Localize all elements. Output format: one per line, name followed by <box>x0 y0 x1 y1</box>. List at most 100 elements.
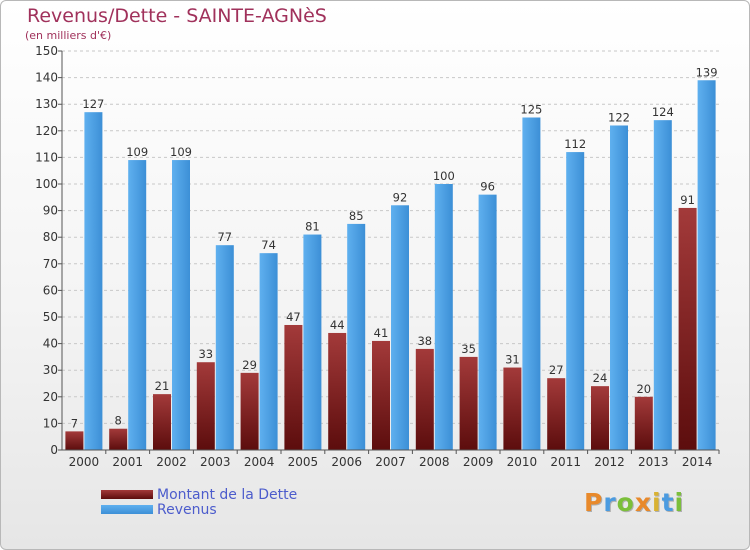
chart-subtitle: (en milliers d'€) <box>25 29 112 42</box>
bar-revenus <box>347 223 366 450</box>
bar-dette <box>240 372 259 450</box>
data-labels: 7 127 8 109 21 109 33 77 29 74 47 81 44 85 41 92 38 100 35… <box>71 65 718 430</box>
bar-revenus <box>303 234 322 450</box>
data-label-dette: 91 <box>680 193 695 207</box>
x-tick-label: 2002 <box>156 455 187 469</box>
logo-letter: P <box>584 488 604 517</box>
bar-dette <box>328 332 347 450</box>
y-tick-label: 150 <box>35 44 58 58</box>
bar-dette <box>372 340 390 450</box>
x-tick-label: 2003 <box>200 455 231 469</box>
x-tick-label: 2013 <box>638 455 669 469</box>
y-tick-label: 70 <box>43 257 58 271</box>
data-label-dette: 41 <box>374 326 389 340</box>
x-tick-label: 2000 <box>69 455 100 469</box>
data-label-revenus: 74 <box>261 238 276 252</box>
bar-revenus <box>434 184 453 450</box>
bar-dette <box>109 428 128 450</box>
data-label-dette: 20 <box>636 382 651 396</box>
data-label-dette: 8 <box>115 414 122 428</box>
logo-letter: r <box>603 488 617 517</box>
data-label-revenus: 127 <box>82 97 104 111</box>
bar-dette <box>547 378 566 450</box>
bar-revenus <box>522 117 541 450</box>
bar-revenus <box>697 80 716 450</box>
bar-revenus <box>84 112 103 451</box>
legend-swatch-dette <box>101 490 153 499</box>
data-label-revenus: 125 <box>520 103 542 117</box>
x-tick-label: 2006 <box>331 455 362 469</box>
bar-revenus <box>259 253 278 450</box>
legend-swatch-revenus <box>101 505 153 514</box>
legend: Montant de la Dette Revenus <box>101 486 298 518</box>
x-tick-label: 2011 <box>550 455 581 469</box>
y-tick-label: 50 <box>43 310 58 324</box>
x-tick-label: 2004 <box>244 455 275 469</box>
x-tick-label: 2007 <box>375 455 406 469</box>
data-label-revenus: 85 <box>349 209 364 223</box>
bar-dette <box>284 324 303 450</box>
bar-revenus <box>478 194 497 450</box>
data-label-dette: 21 <box>155 379 170 393</box>
y-tick-label: 60 <box>43 283 58 297</box>
x-tick-label: 2005 <box>288 455 319 469</box>
y-tick-label: 130 <box>35 97 58 111</box>
bar-dette <box>591 386 609 450</box>
bars <box>65 80 716 451</box>
bar-dette <box>634 396 653 450</box>
legend-label-dette: Montant de la Dette <box>157 486 298 503</box>
legend-item-revenus: Revenus <box>101 501 297 518</box>
bar-revenus <box>653 120 672 450</box>
axes: 0 10 20 30 40 50 60 70 80 90 100 110 120 130 140 150 200… <box>35 44 720 469</box>
y-tick-label: 30 <box>43 363 58 377</box>
data-label-revenus: 92 <box>393 190 408 204</box>
logo-letter: i <box>652 488 662 517</box>
x-tick-label: 2008 <box>419 455 450 469</box>
bar-revenus <box>391 205 409 450</box>
bar-dette <box>65 431 84 450</box>
x-tick-label: 2012 <box>594 455 625 469</box>
data-label-dette: 7 <box>71 416 78 430</box>
y-tick-label: 140 <box>35 71 58 85</box>
proxiti-logo: Proxiti <box>584 488 684 517</box>
data-label-revenus: 112 <box>564 137 586 151</box>
logo-letter: x <box>634 488 652 517</box>
data-label-dette: 27 <box>549 363 564 377</box>
logo-letter: i <box>674 488 685 517</box>
bar-revenus <box>128 160 147 450</box>
bar-revenus <box>172 160 190 450</box>
bar-dette <box>459 356 478 450</box>
y-tick-label: 10 <box>43 416 58 430</box>
legend-label-revenus: Revenus <box>157 501 217 518</box>
y-tick-label: 100 <box>35 177 58 191</box>
x-tick-label: 2010 <box>507 455 538 469</box>
data-label-revenus: 124 <box>652 105 674 119</box>
data-label-dette: 29 <box>242 358 257 372</box>
data-label-revenus: 139 <box>696 65 718 79</box>
data-label-revenus: 81 <box>305 220 320 234</box>
bar-dette <box>503 367 522 450</box>
y-tick-label: 40 <box>43 337 58 351</box>
data-label-dette: 47 <box>286 310 301 324</box>
chart-title: Revenus/Dette - SAINTE-AGNèS <box>27 5 327 27</box>
x-tick-label: 2009 <box>463 455 494 469</box>
bar-dette <box>415 348 434 450</box>
bar-dette <box>196 362 215 450</box>
y-tick-label: 80 <box>43 230 58 244</box>
bar-revenus <box>610 125 628 450</box>
data-label-revenus: 100 <box>433 169 455 183</box>
data-label-revenus: 122 <box>608 110 630 124</box>
data-label-dette: 38 <box>417 334 432 348</box>
data-label-dette: 31 <box>505 353 520 367</box>
y-tick-label: 110 <box>35 150 58 164</box>
data-label-dette: 24 <box>593 371 608 385</box>
y-tick-label: 90 <box>43 204 58 218</box>
data-label-revenus: 109 <box>170 145 192 159</box>
data-label-revenus: 96 <box>480 180 495 194</box>
data-label-revenus: 77 <box>217 230 232 244</box>
data-label-revenus: 109 <box>126 145 148 159</box>
bar-dette <box>678 207 697 450</box>
bar-revenus <box>566 152 585 450</box>
